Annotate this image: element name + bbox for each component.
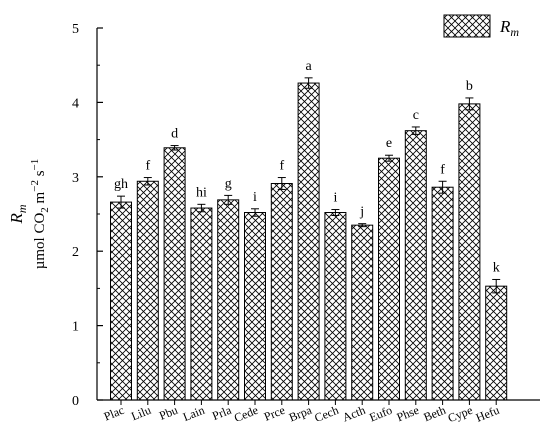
x-tick-label: Prla — [210, 403, 234, 423]
y-axis-symbol: Rm — [7, 204, 29, 224]
x-tick-label: Lilu — [129, 403, 153, 423]
x-tick-label: Plac — [102, 403, 126, 424]
legend-label: Rm — [499, 17, 519, 39]
legend-swatch — [443, 14, 491, 38]
x-tick-label: Cype — [446, 403, 475, 425]
significance-letter: gh — [114, 177, 128, 192]
significance-letter: k — [493, 260, 500, 275]
x-tick-label: Eufo — [367, 403, 394, 425]
error-bar — [358, 223, 367, 228]
significance-letter: hi — [196, 185, 207, 200]
significance-letter: d — [171, 127, 178, 142]
x-tick-label: Acth — [340, 403, 367, 425]
error-bar — [197, 203, 206, 213]
bar-pbu — [163, 147, 186, 401]
x-tick-label: Hefu — [474, 403, 501, 425]
error-bar — [277, 177, 286, 190]
error-bar — [224, 194, 233, 205]
x-tick-label: Cede — [232, 403, 260, 425]
y-tick-label: 3 — [72, 171, 79, 186]
significance-letter: b — [466, 79, 473, 94]
y-tick-label: 5 — [72, 22, 79, 37]
error-bar — [438, 180, 447, 194]
error-bars-layer — [117, 77, 501, 294]
significance-letters-layer: gh f d hi g i f a i j e c f b k — [114, 59, 500, 276]
error-bar — [331, 209, 340, 216]
x-tick-label: Phse — [395, 403, 421, 424]
bar-prla — [217, 199, 240, 401]
bar-cype — [458, 103, 481, 401]
error-bar — [304, 77, 313, 89]
y-tick-label: 0 — [72, 394, 79, 409]
error-bar — [170, 145, 179, 151]
significance-letter: c — [413, 108, 419, 123]
error-bar — [385, 154, 393, 162]
bars-layer — [110, 82, 508, 401]
y-tick-label: 1 — [72, 320, 79, 335]
significance-letter: a — [305, 59, 312, 74]
bar-phse — [404, 130, 427, 401]
error-bar — [117, 195, 125, 209]
y-tick-label: 2 — [72, 245, 79, 260]
error-bar — [251, 208, 259, 217]
bar-eufo — [378, 157, 400, 401]
bar-cede — [244, 212, 266, 401]
y-tick-label: 4 — [72, 96, 79, 111]
x-tick-label: Prce — [262, 403, 287, 424]
bar-plac — [110, 201, 132, 401]
bar-brpa — [297, 82, 320, 401]
bar-hefu — [485, 285, 508, 401]
error-bar — [411, 126, 420, 135]
x-tick-label: Beth — [421, 403, 447, 424]
bar-beth — [431, 186, 454, 401]
significance-letter: e — [386, 136, 392, 151]
y-axis-title: Rm µmol CO2 m−2 s−1 — [7, 159, 51, 270]
significance-letter: f — [145, 159, 150, 174]
bar-lilu — [136, 180, 159, 401]
bar-cech — [324, 212, 347, 401]
legend: Rm — [443, 14, 519, 39]
significance-letter: f — [279, 159, 284, 174]
y-axis-unit: µmol CO2 m−2 s−1 — [29, 159, 51, 270]
bar-lain — [190, 207, 213, 401]
error-bar — [143, 177, 152, 186]
significance-letter: i — [333, 191, 337, 206]
error-bar — [465, 97, 474, 111]
significance-letter: g — [225, 176, 232, 191]
significance-letter: f — [440, 162, 445, 177]
significance-letter: i — [253, 190, 257, 205]
x-tick-label: Pbu — [157, 403, 180, 423]
x-tick-label: Lain — [181, 403, 207, 424]
x-tick-label: Brpa — [287, 403, 314, 425]
bar-prce — [270, 182, 293, 401]
error-bar — [492, 278, 501, 294]
bar-acth — [351, 224, 374, 401]
x-tick-label: Cech — [312, 403, 340, 425]
y-ticks-layer: 0 1 2 3 4 5 — [72, 22, 103, 409]
significance-letter: j — [359, 205, 364, 220]
